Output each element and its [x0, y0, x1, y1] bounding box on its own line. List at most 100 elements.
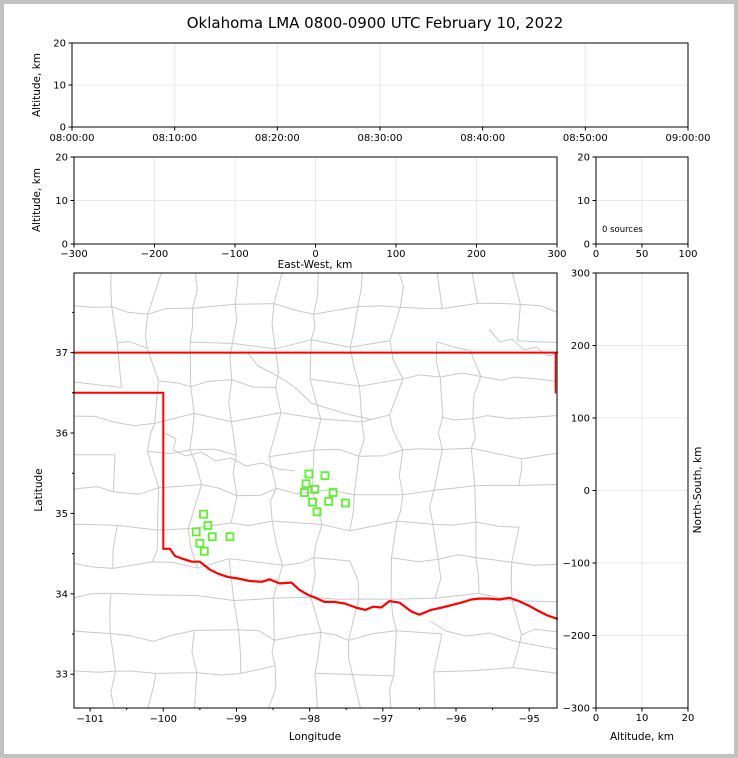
county-line — [111, 306, 148, 315]
county-line — [273, 303, 314, 315]
county-line — [268, 412, 282, 457]
latitude-tick-label: 33 — [55, 670, 68, 681]
county-line — [73, 415, 116, 423]
county-line — [233, 600, 240, 630]
county-line — [358, 421, 365, 457]
county-line — [147, 673, 157, 709]
county-line — [511, 527, 520, 563]
county-line — [231, 379, 276, 388]
time-tick-label: 08:10:00 — [152, 133, 197, 144]
county-line — [154, 380, 159, 424]
lma-source-marker — [300, 488, 309, 497]
county-line — [400, 306, 443, 310]
county-line — [158, 484, 202, 489]
county-line — [110, 671, 116, 709]
county-line — [474, 485, 477, 523]
county-line — [274, 631, 322, 641]
county-line — [440, 372, 481, 378]
county-line — [389, 340, 404, 380]
county-line — [73, 562, 113, 569]
county-line — [111, 592, 157, 596]
hist-altitude-tick-label: 10 — [577, 196, 590, 207]
county-line — [231, 412, 282, 423]
county-line — [348, 598, 360, 641]
longitude-tick-label: −97 — [372, 714, 393, 725]
county-line — [73, 305, 112, 308]
longitude-tick-label: −95 — [519, 714, 540, 725]
county-line — [153, 629, 195, 642]
county-line — [229, 558, 283, 566]
state-border-red-river — [162, 547, 559, 620]
county-line — [313, 448, 360, 457]
county-line — [390, 521, 398, 558]
county-line — [194, 629, 239, 631]
county-line — [357, 272, 363, 307]
lma-source-marker — [203, 521, 213, 530]
county-line — [197, 558, 230, 569]
county-line — [442, 416, 473, 421]
county-line — [313, 306, 358, 315]
county-line — [192, 303, 236, 309]
county-line — [516, 304, 521, 341]
county-line — [518, 458, 523, 486]
county-line — [190, 341, 233, 344]
county-line — [511, 561, 558, 566]
county-line — [477, 302, 521, 305]
county-line — [115, 670, 156, 674]
ns-tick-label: −300 — [563, 704, 590, 715]
ns-tick-label: 200 — [571, 341, 590, 352]
county-line — [512, 634, 522, 668]
county-river-line — [162, 431, 296, 472]
county-line — [116, 342, 122, 388]
county-line — [435, 341, 441, 378]
county-line — [511, 600, 522, 635]
county-line — [238, 629, 242, 674]
county-line — [398, 449, 404, 495]
county-line — [189, 413, 195, 450]
ns-altitude-ylabel: North-South, km — [692, 447, 704, 534]
ns-tick-label: 300 — [571, 269, 590, 280]
map-xlabel: Longitude — [289, 731, 341, 743]
county-line — [396, 630, 442, 635]
county-line — [109, 633, 116, 672]
county-line — [402, 448, 443, 451]
altitude-tick-label: 10 — [53, 81, 66, 92]
county-line — [154, 412, 195, 424]
county-line — [274, 348, 280, 388]
time-tick-label: 08:40:00 — [460, 133, 505, 144]
lma-source-marker — [225, 532, 235, 542]
county-line — [189, 342, 192, 387]
county-line — [275, 339, 312, 350]
county-line — [396, 494, 404, 522]
county-line — [436, 272, 443, 309]
time-altitude-ylabel: Altitude, km — [31, 53, 43, 117]
hist-altitude-tick-label: 20 — [577, 153, 590, 164]
county-river-line — [429, 620, 558, 650]
map-plot-area[interactable] — [74, 273, 557, 708]
county-line — [271, 640, 276, 666]
county-line — [314, 673, 318, 709]
county-line — [201, 484, 238, 497]
ew-tick-label: 300 — [547, 249, 566, 260]
lma-sources-layer — [191, 469, 350, 556]
county-line — [310, 596, 359, 600]
county-line — [349, 520, 398, 532]
county-line — [198, 595, 234, 601]
county-line — [230, 495, 238, 524]
county-line — [238, 629, 275, 641]
county-line — [144, 314, 149, 349]
county-line — [189, 448, 237, 456]
state-borders-layer — [73, 351, 559, 620]
county-line — [73, 630, 111, 634]
county-line — [469, 350, 482, 377]
lma-source-marker — [328, 488, 338, 497]
county-line — [478, 592, 513, 602]
county-line — [480, 376, 514, 381]
county-line — [512, 272, 521, 305]
county-line — [389, 414, 404, 451]
county-line — [272, 598, 275, 641]
county-line — [402, 489, 435, 496]
ns-altitude-xlabel: Altitude, km — [610, 731, 674, 743]
